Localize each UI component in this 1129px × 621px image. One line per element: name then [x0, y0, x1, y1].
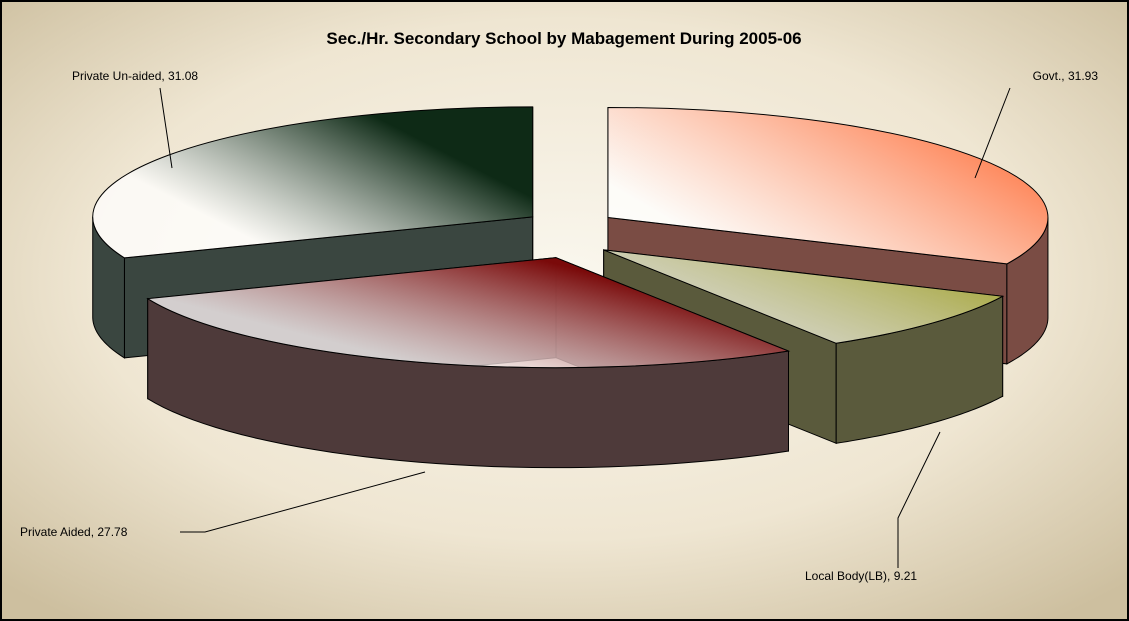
chart-title: Sec./Hr. Secondary School by Mabagement …	[326, 29, 801, 48]
slice-top	[146, 257, 791, 369]
slice-top	[92, 106, 534, 259]
slice	[146, 256, 791, 469]
leader-line	[180, 471, 426, 533]
leader-line	[159, 87, 173, 169]
slice-top	[607, 106, 1049, 265]
data-label: Govt., 31.93	[1033, 69, 1099, 83]
data-label: Private Aided, 27.78	[20, 525, 128, 539]
leader-line	[974, 87, 1011, 179]
leader-line	[897, 431, 941, 568]
data-label: Private Un-aided, 31.08	[72, 69, 198, 83]
slice-top	[603, 249, 1005, 344]
data-label: Local Body(LB), 9.21	[805, 569, 917, 583]
